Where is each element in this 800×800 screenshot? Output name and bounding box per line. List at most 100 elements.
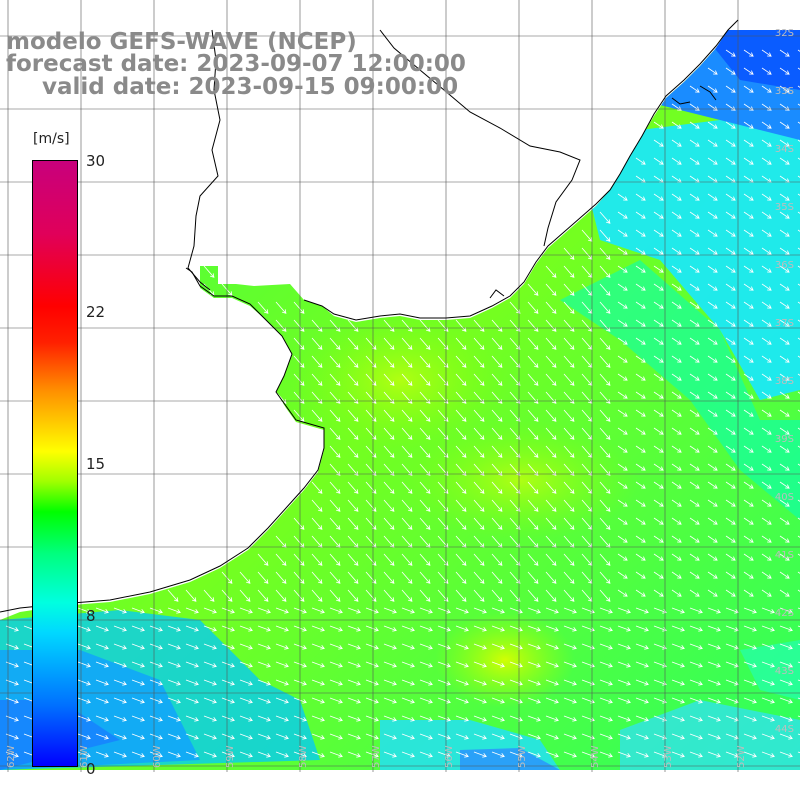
wind-vector bbox=[563, 391, 575, 404]
wind-vector bbox=[311, 337, 323, 350]
wind-vector bbox=[365, 625, 379, 632]
wind-vector bbox=[635, 697, 649, 704]
wind-vector bbox=[707, 355, 718, 363]
wind-vector bbox=[635, 355, 646, 363]
wind-vector bbox=[509, 553, 521, 566]
wind-vector bbox=[167, 625, 181, 632]
wind-vector bbox=[365, 409, 377, 422]
wind-vector bbox=[563, 661, 577, 668]
wind-vector bbox=[275, 661, 289, 668]
wind-vector bbox=[365, 715, 379, 722]
wind-vector bbox=[473, 463, 485, 476]
wind-vector bbox=[347, 625, 361, 632]
wind-vector bbox=[653, 589, 664, 597]
wind-vector bbox=[419, 373, 431, 386]
wind-vector bbox=[221, 697, 235, 704]
longitude-label: 57W bbox=[371, 745, 382, 768]
wind-vector bbox=[617, 355, 628, 363]
wind-vector bbox=[419, 661, 433, 668]
wind-vector bbox=[329, 589, 341, 602]
wind-vector bbox=[419, 625, 433, 632]
wind-vector bbox=[419, 715, 433, 722]
wind-vector bbox=[95, 733, 109, 740]
wind-vector bbox=[509, 517, 521, 530]
wind-vector bbox=[743, 229, 754, 237]
wind-vector bbox=[383, 319, 395, 332]
wind-vector bbox=[473, 697, 487, 704]
wind-vector bbox=[599, 589, 611, 602]
wind-vector bbox=[113, 697, 127, 704]
wind-vector bbox=[329, 409, 341, 422]
wind-vector bbox=[761, 589, 772, 597]
wind-vector bbox=[329, 733, 343, 740]
wind-vector bbox=[509, 373, 521, 386]
wind-vector bbox=[653, 661, 667, 668]
wind-vector bbox=[761, 139, 772, 147]
wind-vector bbox=[347, 751, 361, 758]
wind-vector bbox=[311, 607, 325, 614]
wind-vector bbox=[743, 607, 757, 614]
wind-vector bbox=[761, 571, 772, 579]
wind-vector bbox=[725, 589, 736, 597]
wind-vector bbox=[239, 625, 253, 632]
wind-vector bbox=[491, 337, 503, 350]
wind-vector bbox=[779, 625, 793, 632]
wind-vector bbox=[653, 607, 667, 614]
wind-vector bbox=[509, 571, 521, 584]
wind-vector bbox=[239, 589, 251, 602]
wind-vector bbox=[473, 733, 487, 740]
wind-vector bbox=[563, 265, 575, 278]
wind-vector bbox=[455, 463, 467, 476]
wind-vector bbox=[221, 679, 235, 686]
wind-vector bbox=[635, 193, 646, 201]
wind-vector bbox=[761, 535, 772, 543]
wind-vector bbox=[257, 679, 271, 686]
wind-vector bbox=[167, 733, 181, 740]
title-model: modelo GEFS-WAVE (NCEP) bbox=[6, 29, 357, 55]
wind-vector bbox=[545, 373, 557, 386]
wind-vector bbox=[419, 517, 431, 530]
wind-vector bbox=[725, 427, 736, 435]
wind-vector bbox=[689, 625, 703, 632]
wind-vector bbox=[437, 679, 451, 686]
wind-vector bbox=[617, 607, 631, 614]
wind-vector bbox=[239, 661, 253, 668]
wind-vector bbox=[779, 67, 790, 75]
wind-vector bbox=[635, 391, 646, 399]
wind-vector bbox=[221, 661, 235, 668]
wind-vector bbox=[563, 571, 575, 584]
wind-vector bbox=[743, 337, 754, 345]
wind-vector bbox=[473, 661, 487, 668]
wind-vector bbox=[689, 157, 700, 165]
wind-vector bbox=[743, 49, 754, 57]
wind-vector bbox=[653, 319, 664, 327]
wind-vector bbox=[617, 553, 628, 561]
wind-vector bbox=[365, 481, 377, 494]
wind-vector bbox=[689, 139, 700, 147]
wind-vector bbox=[491, 661, 505, 668]
wind-vector bbox=[311, 643, 325, 650]
wind-vector bbox=[365, 643, 379, 650]
wind-vector bbox=[653, 373, 664, 381]
wind-vector bbox=[743, 715, 757, 722]
wind-vector bbox=[257, 697, 271, 704]
wind-vector bbox=[545, 679, 559, 686]
wind-vector bbox=[347, 355, 359, 368]
wind-vector bbox=[401, 517, 413, 530]
wind-vector bbox=[743, 355, 754, 363]
wind-vector bbox=[707, 481, 718, 489]
wind-vector bbox=[563, 463, 575, 476]
wind-vector bbox=[761, 751, 775, 758]
wind-vector bbox=[473, 355, 485, 368]
wind-vector bbox=[329, 427, 341, 440]
wind-vector bbox=[491, 463, 503, 476]
wind-vector bbox=[563, 751, 577, 758]
wind-vector bbox=[329, 643, 343, 650]
wind-vector bbox=[617, 409, 628, 417]
wind-vector bbox=[311, 679, 325, 686]
wind-vector bbox=[779, 697, 793, 704]
wind-vector bbox=[761, 121, 772, 129]
wind-vector bbox=[473, 607, 487, 614]
wind-vector bbox=[671, 517, 682, 525]
